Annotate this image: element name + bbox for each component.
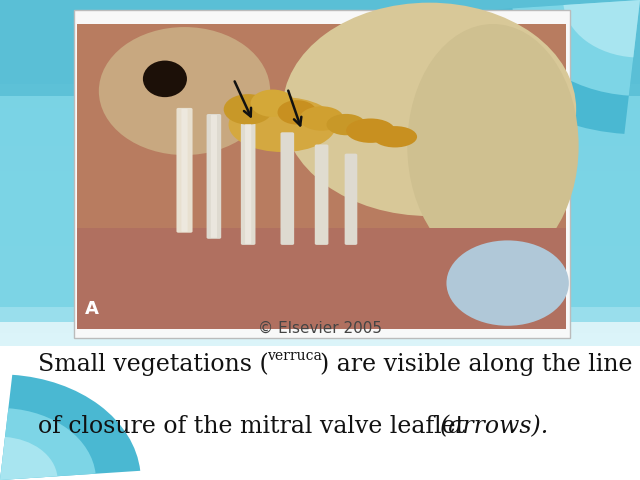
FancyBboxPatch shape [280,132,294,245]
Ellipse shape [228,97,336,152]
Bar [0,146,640,158]
Bar [77,228,566,329]
Ellipse shape [326,114,365,135]
Bar [0,96,640,108]
Bar [0,283,640,296]
Bar [0,233,640,246]
Text: © Elsevier 2005: © Elsevier 2005 [258,320,382,336]
Bar [0,171,640,183]
Bar [0,133,640,146]
FancyBboxPatch shape [177,108,193,233]
Ellipse shape [300,106,344,131]
FancyBboxPatch shape [211,115,217,238]
FancyBboxPatch shape [74,10,570,338]
Wedge shape [0,375,140,480]
Bar [0,221,640,233]
Bar [0,246,640,258]
Text: verruca: verruca [268,349,323,363]
Bar [0,308,640,321]
Ellipse shape [282,3,576,216]
Bar [0,108,640,121]
Bar [0,208,640,221]
Text: (arrows).: (arrows). [440,415,550,438]
Wedge shape [0,408,95,480]
FancyBboxPatch shape [241,123,255,245]
Ellipse shape [251,90,294,117]
Bar [0,258,640,271]
Ellipse shape [447,240,569,326]
Wedge shape [563,0,640,58]
FancyBboxPatch shape [345,154,357,245]
Bar [0,183,640,196]
FancyBboxPatch shape [207,114,221,239]
Ellipse shape [99,27,270,155]
Wedge shape [461,0,640,134]
Bar [0,0,640,96]
Ellipse shape [278,100,317,125]
Bar [0,84,640,96]
Text: Small vegetations (: Small vegetations ( [38,353,269,376]
Bar [0,0,640,346]
Wedge shape [513,0,640,96]
Bar [0,158,640,171]
Text: A: A [84,300,99,318]
Bar [0,296,640,308]
Ellipse shape [373,126,417,147]
Bar [0,307,640,346]
Text: of closure of the mitral valve leaflet: of closure of the mitral valve leaflet [38,415,473,438]
Ellipse shape [224,94,273,125]
Bar [0,196,640,208]
FancyBboxPatch shape [181,109,188,232]
Ellipse shape [143,60,187,97]
Ellipse shape [346,119,395,143]
Bar [0,321,640,333]
FancyBboxPatch shape [315,144,328,245]
Ellipse shape [407,24,579,268]
Wedge shape [0,437,58,480]
FancyBboxPatch shape [245,124,252,244]
Bar [0,322,640,480]
Bar [0,271,640,283]
Text: ) are visible along the line: ) are visible along the line [320,353,632,376]
Bar [0,121,640,133]
Bar [77,24,566,329]
